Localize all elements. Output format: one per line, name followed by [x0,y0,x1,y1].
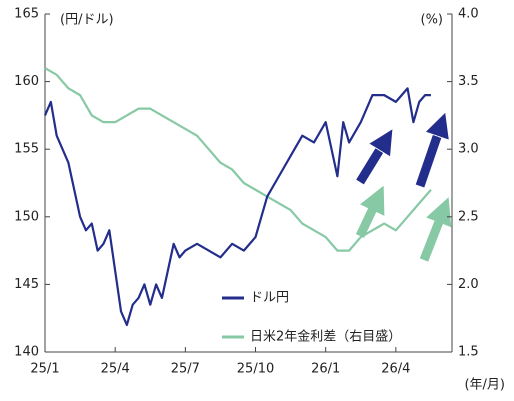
y2-tick-label: 3.5 [458,74,479,89]
y2-tick-label: 2.5 [458,209,479,224]
series-line [43,87,431,327]
y2-tick-label: 1.5 [458,345,479,360]
legend-label: 日米2年金利差（右目盛） [250,329,401,345]
y-tick-label: 145 [14,277,39,292]
x-tick-label: 25/4 [101,362,130,377]
series-line [44,67,432,252]
y-tick-label: 140 [14,345,39,360]
y2-tick-label: 2.0 [458,277,479,292]
x-tick-label: 25/7 [171,362,200,377]
x-tick-label: 25/1 [30,362,59,377]
y-axis-label: (円/ドル) [60,13,114,28]
y-tick-label: 165 [14,7,39,22]
y2-tick-label: 3.0 [458,142,479,157]
x-axis-label: (年/月) [464,378,505,393]
y2-tick-label: 4.0 [458,7,479,22]
legend-label: ドル円 [250,291,289,306]
arrows [355,128,452,262]
y-tick-label: 160 [14,74,39,89]
y2-axis-label: (%) [421,13,444,28]
x-tick-label: 25/10 [237,362,274,377]
x-tick-label: 26/4 [381,362,410,377]
y-tick-label: 150 [14,209,39,224]
y-tick-label: 155 [14,142,39,157]
x-tick-label: 26/1 [311,362,340,377]
